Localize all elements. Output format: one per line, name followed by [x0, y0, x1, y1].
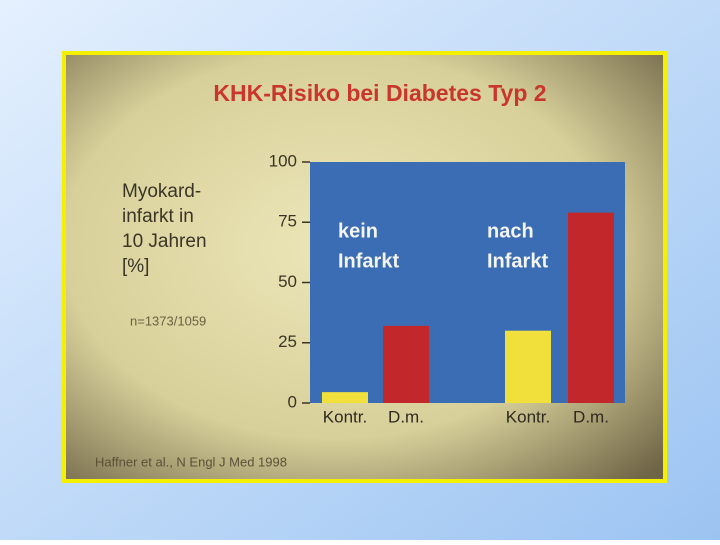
y-axis-label: 10 Jahren	[122, 231, 207, 252]
y-tick-label: 0	[288, 392, 297, 411]
x-tick-label: Kontr.	[506, 407, 550, 426]
group-label: kein	[338, 220, 378, 242]
y-axis-label: infarkt in	[122, 206, 194, 227]
bar	[383, 325, 429, 403]
x-tick-label: D.m.	[573, 407, 609, 426]
y-axis-label: [%]	[122, 256, 149, 277]
group-label: Infarkt	[338, 250, 399, 272]
group-label: nach	[487, 220, 534, 242]
y-tick-label: 75	[278, 212, 297, 231]
annotation: n=1373/1059	[130, 313, 206, 328]
source: Haffner et al., N Engl J Med 1998	[95, 454, 287, 469]
y-tick-label: 25	[278, 332, 297, 351]
bar	[568, 212, 614, 403]
x-tick-label: D.m.	[388, 407, 424, 426]
bar	[322, 392, 368, 403]
group-label: Infarkt	[487, 250, 548, 272]
y-tick-label: 50	[278, 272, 297, 291]
y-axis-label: Myokard-	[122, 181, 201, 202]
x-tick-label: Kontr.	[323, 407, 367, 426]
chart-title: KHK-Risiko bei Diabetes Typ 2	[213, 80, 546, 106]
bar	[505, 330, 551, 403]
y-tick-label: 100	[269, 151, 297, 170]
